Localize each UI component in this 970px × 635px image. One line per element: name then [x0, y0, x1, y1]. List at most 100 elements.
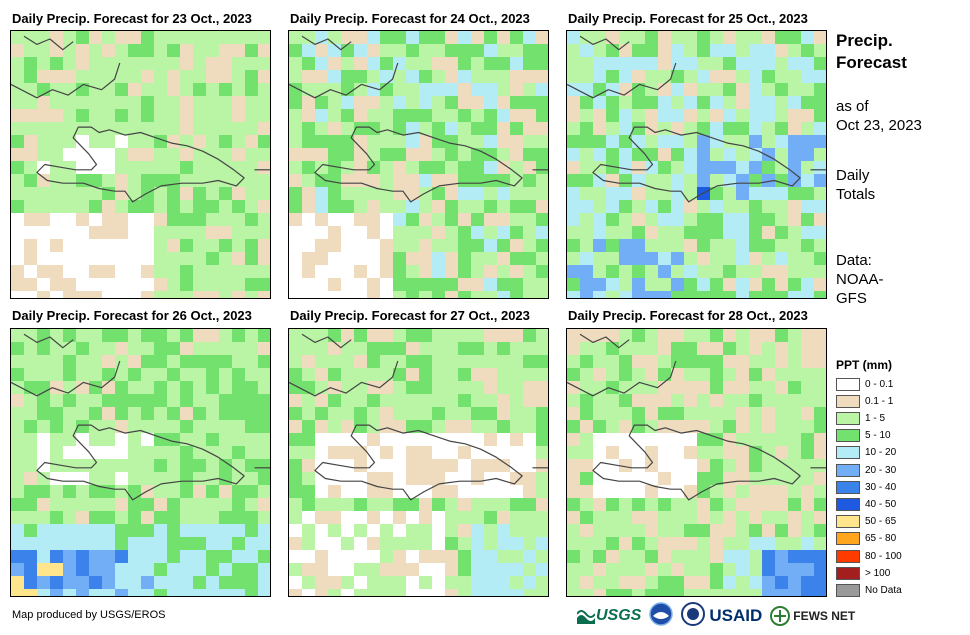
precip-cell	[697, 368, 710, 381]
legend-swatch	[836, 394, 860, 408]
precip-cell	[445, 109, 458, 122]
precip-cell	[302, 200, 315, 213]
precip-cell	[37, 252, 50, 265]
precip-cell	[510, 226, 523, 239]
precip-cell	[245, 550, 258, 563]
precip-cell	[63, 174, 76, 187]
precip-cell	[37, 70, 50, 83]
precip-cell	[523, 187, 536, 200]
precip-cell	[37, 213, 50, 226]
precip-cell	[115, 187, 128, 200]
precip-cell	[710, 368, 723, 381]
precip-cell	[193, 109, 206, 122]
precip-cell	[775, 498, 788, 511]
precip-cell	[736, 291, 749, 298]
precip-cell	[89, 407, 102, 420]
precip-cell	[645, 135, 658, 148]
precip-cell	[245, 213, 258, 226]
precip-cell	[710, 239, 723, 252]
precip-cell	[536, 511, 548, 524]
precip-cell	[328, 459, 341, 472]
precip-cell	[367, 252, 380, 265]
precip-cell	[567, 355, 580, 368]
precip-cell	[141, 57, 154, 70]
precip-cell	[523, 368, 536, 381]
precip-cell	[245, 511, 258, 524]
precip-cell	[232, 135, 245, 148]
precip-cell	[788, 342, 801, 355]
precip-cell	[180, 459, 193, 472]
precip-cell	[697, 265, 710, 278]
precip-cell	[341, 563, 354, 576]
precip-cell	[510, 589, 523, 596]
precip-cell	[723, 407, 736, 420]
precip-cell	[801, 446, 814, 459]
precip-cell	[393, 433, 406, 446]
precip-cell	[24, 265, 37, 278]
precip-cell	[723, 213, 736, 226]
precip-cell	[814, 70, 826, 83]
precip-cell	[788, 329, 801, 342]
precip-cell	[393, 174, 406, 187]
precip-cell	[289, 109, 302, 122]
precip-cell	[458, 394, 471, 407]
precip-cell	[814, 485, 826, 498]
precip-cell	[445, 511, 458, 524]
precip-cell	[380, 226, 393, 239]
precip-cell	[749, 550, 762, 563]
precip-cell	[684, 329, 697, 342]
precip-cell	[458, 420, 471, 433]
fewsnet-logo-text: FEWS NET	[793, 609, 856, 623]
precip-cell	[471, 213, 484, 226]
precip-cell	[258, 174, 270, 187]
precip-cell	[497, 511, 510, 524]
precip-cell	[814, 239, 826, 252]
precip-cell	[245, 589, 258, 596]
precip-cell	[219, 407, 232, 420]
precip-cell	[245, 498, 258, 511]
precip-cell	[632, 368, 645, 381]
precip-cell	[328, 563, 341, 576]
precip-cell	[788, 226, 801, 239]
precip-cell	[580, 368, 593, 381]
precip-cell	[219, 200, 232, 213]
precip-cell	[380, 459, 393, 472]
precip-cell	[432, 122, 445, 135]
precip-cell	[302, 174, 315, 187]
precip-cell	[328, 109, 341, 122]
precip-cell	[471, 291, 484, 298]
precip-cell	[723, 135, 736, 148]
precip-cell	[24, 342, 37, 355]
precip-cell	[206, 44, 219, 57]
legend-title: PPT (mm)	[836, 358, 893, 372]
precip-cell	[458, 511, 471, 524]
precip-cell	[788, 485, 801, 498]
precip-cell	[445, 213, 458, 226]
precip-cell	[619, 524, 632, 537]
precip-cell	[432, 239, 445, 252]
precip-cell	[736, 278, 749, 291]
precip-cell	[232, 472, 245, 485]
precip-cell	[671, 83, 684, 96]
noaa-logo	[649, 601, 674, 631]
precip-cell	[367, 446, 380, 459]
precip-cell	[814, 148, 826, 161]
hispaniola-outline	[592, 126, 801, 203]
precip-cell	[775, 511, 788, 524]
precip-cell	[432, 407, 445, 420]
precip-cell	[632, 96, 645, 109]
precip-cell	[37, 291, 50, 298]
precip-cell	[341, 70, 354, 83]
sidebar-title: Precip. Forecast	[836, 30, 907, 74]
precip-cell	[258, 342, 270, 355]
precip-cell	[315, 135, 328, 148]
precip-cell	[632, 550, 645, 563]
precip-cell	[567, 537, 580, 550]
precip-cell	[671, 226, 684, 239]
precip-cell	[302, 446, 315, 459]
legend-label: No Data	[865, 584, 902, 596]
precip-cell	[141, 537, 154, 550]
precip-cell	[645, 161, 658, 174]
precip-cell	[206, 226, 219, 239]
precip-cell	[154, 472, 167, 485]
